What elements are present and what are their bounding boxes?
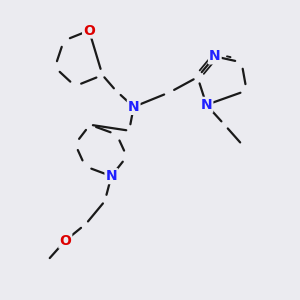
Text: O: O — [59, 234, 71, 248]
Text: N: N — [201, 98, 212, 112]
Text: N: N — [128, 100, 140, 114]
Text: N: N — [209, 50, 220, 63]
Text: N: N — [106, 169, 117, 183]
Text: O: O — [83, 23, 95, 38]
